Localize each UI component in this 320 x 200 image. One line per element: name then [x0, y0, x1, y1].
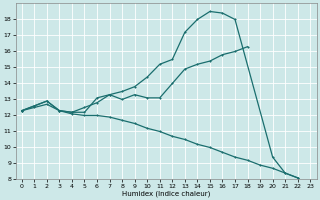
X-axis label: Humidex (Indice chaleur): Humidex (Indice chaleur): [122, 190, 210, 197]
